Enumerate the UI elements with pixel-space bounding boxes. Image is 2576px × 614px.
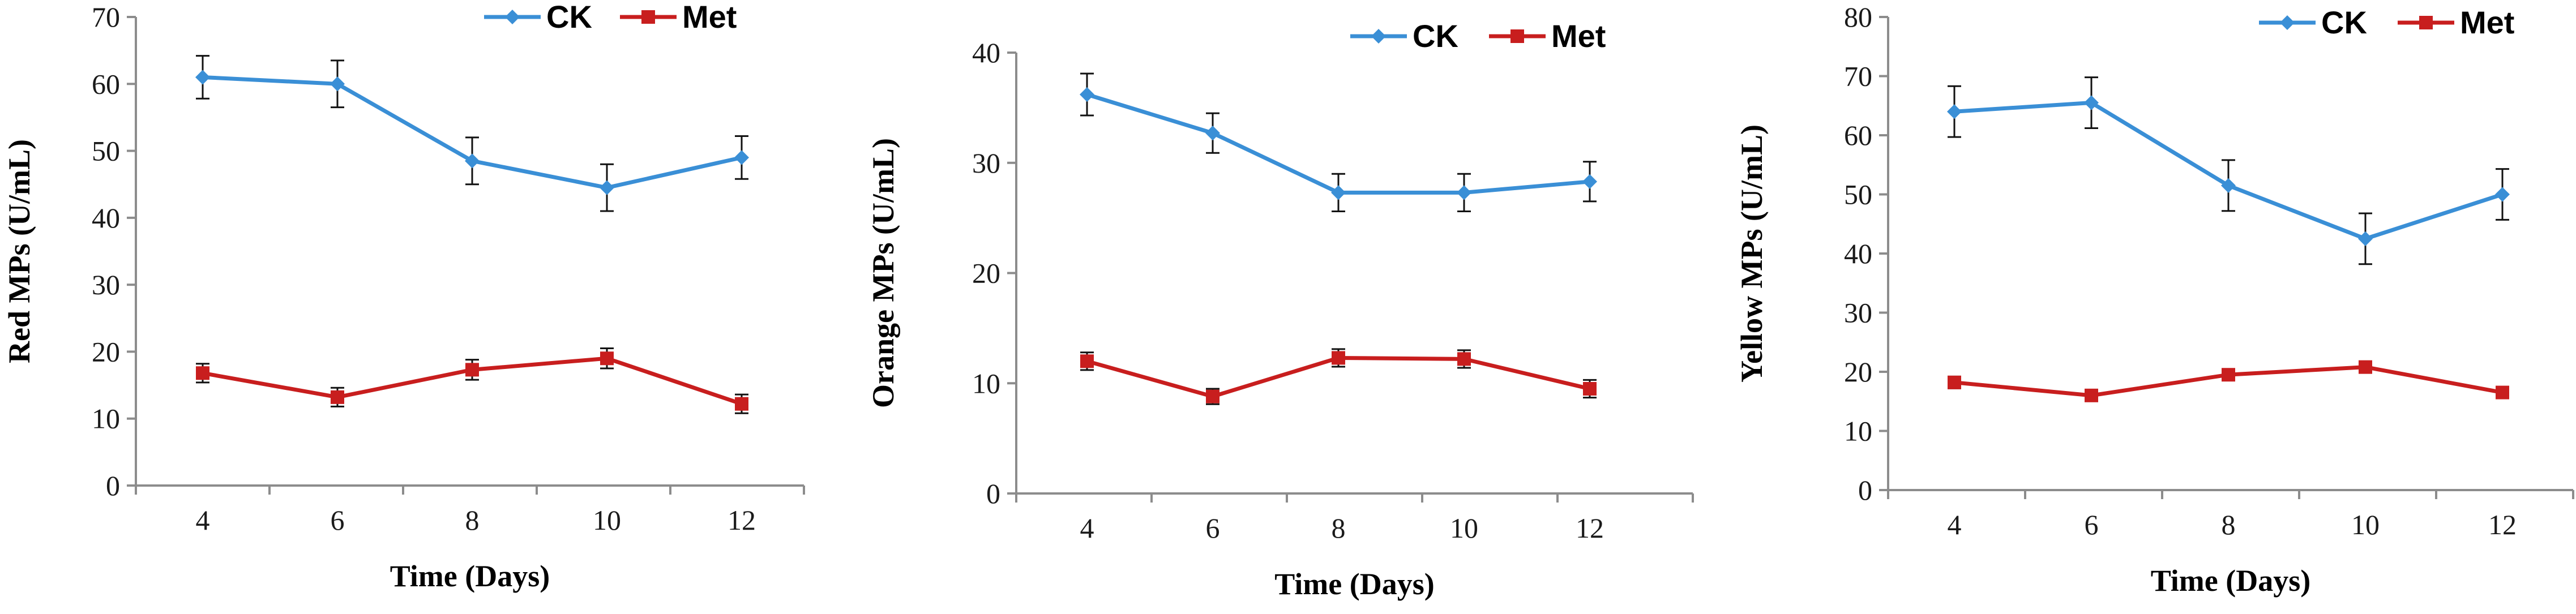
chart-panel-2: 0 10 20 30 40 4 6 8 10 12 Time (Days) Orange MPs (U… — [866, 18, 1694, 601]
legend-marker — [1510, 29, 1524, 43]
data-point-met — [2222, 368, 2235, 382]
y-tick-label: 50 — [92, 135, 120, 167]
y-tick-label: 0 — [986, 478, 1000, 509]
data-point-met — [1457, 352, 1471, 366]
x-axis-title: Time (Days) — [1274, 567, 1434, 601]
x-axis-title: Time (Days) — [390, 559, 550, 593]
data-point-met — [465, 363, 479, 377]
data-point-ck — [1080, 87, 1094, 102]
data-point-ck — [734, 150, 749, 165]
data-point-ck — [2084, 95, 2099, 110]
data-point-ck — [600, 180, 614, 195]
data-point-met — [331, 390, 344, 404]
data-point-met — [1080, 354, 1094, 368]
x-axis-title: Time (Days) — [2151, 564, 2310, 598]
y-axis-title: Red MPs (U/mL) — [2, 139, 36, 363]
legend-item-met: Met — [1489, 18, 1606, 54]
y-tick-label: 40 — [92, 202, 120, 234]
y-tick-label: 10 — [1844, 415, 1872, 447]
legend-label: CK — [2321, 5, 2367, 40]
data-point-ck — [1457, 185, 1471, 200]
y-tick-label: 40 — [1844, 238, 1872, 269]
x-tick-label: 12 — [728, 504, 756, 536]
legend-item-ck: CK — [1350, 18, 1458, 54]
legend-marker — [2280, 15, 2295, 30]
y-tick-label: 30 — [1844, 297, 1872, 329]
x-tick-label: 6 — [2085, 509, 2099, 540]
x-tick-label: 6 — [1206, 512, 1220, 544]
x-tick-label: 4 — [1080, 512, 1094, 544]
x-tick-label: 10 — [2351, 509, 2380, 540]
data-point-ck — [2358, 231, 2373, 246]
x-tick-label: 8 — [2222, 509, 2236, 540]
legend-label: CK — [546, 0, 592, 35]
data-point-met — [2359, 360, 2372, 374]
data-point-met — [2085, 388, 2098, 402]
y-tick-label: 10 — [972, 367, 1000, 399]
chart-panel-1: 0 10 20 30 40 50 60 70 4 6 8 10 12 Time (Days) Red MPs… — [2, 0, 805, 593]
data-point-ck — [2221, 178, 2236, 193]
legend-marker — [2419, 16, 2433, 29]
legend-item-met: Met — [2398, 5, 2514, 40]
y-tick-label: 70 — [92, 1, 120, 33]
legend-label: Met — [2460, 5, 2514, 40]
y-tick-label: 30 — [972, 147, 1000, 179]
data-point-ck — [1331, 185, 1346, 200]
data-point-met — [196, 366, 209, 380]
y-tick-label: 10 — [92, 403, 120, 435]
data-point-ck — [2495, 187, 2510, 202]
y-axis-title: Orange MPs (U/mL) — [866, 138, 900, 408]
data-point-ck — [465, 153, 480, 169]
legend-label: Met — [682, 0, 737, 35]
x-tick-label: 4 — [1948, 509, 1962, 540]
data-point-ck — [1947, 104, 1962, 119]
y-axis-title: Yellow MPs (U/mL) — [1735, 124, 1769, 383]
y-tick-label: 0 — [106, 470, 120, 501]
legend-label: Met — [1551, 18, 1606, 54]
legend-item-met: Met — [620, 0, 737, 35]
data-point-met — [1948, 375, 1961, 389]
data-point-ck — [1582, 174, 1597, 189]
data-point-ck — [1205, 126, 1220, 141]
legend-marker — [641, 10, 655, 24]
data-point-met — [600, 351, 614, 366]
y-tick-label: 60 — [1844, 119, 1872, 151]
x-tick-label: 6 — [331, 504, 345, 536]
data-point-ck — [330, 76, 345, 92]
y-tick-label: 20 — [92, 336, 120, 367]
data-point-ck — [195, 70, 210, 85]
legend-item-ck: CK — [2259, 5, 2367, 40]
data-point-met — [1206, 389, 1219, 403]
legend-marker — [1371, 29, 1386, 44]
y-tick-label: 50 — [1844, 179, 1872, 211]
x-tick-label: 12 — [1576, 512, 1604, 544]
y-tick-label: 30 — [92, 269, 120, 300]
x-tick-label: 12 — [2488, 509, 2517, 540]
y-tick-label: 70 — [1844, 61, 1872, 92]
data-point-met — [1332, 351, 1345, 365]
y-tick-label: 60 — [92, 68, 120, 100]
y-tick-label: 20 — [1844, 356, 1872, 388]
x-tick-label: 10 — [593, 504, 621, 536]
x-tick-label: 10 — [1450, 512, 1478, 544]
legend-item-ck: CK — [484, 0, 592, 35]
chart-panel-3: 0 10 20 30 40 50 60 70 80 4 6 8 10 12 Time (Days) Yello… — [1735, 1, 2574, 598]
data-point-met — [735, 397, 748, 411]
y-tick-label: 0 — [1858, 474, 1872, 506]
x-tick-label: 8 — [465, 504, 480, 536]
data-point-met — [1583, 381, 1597, 396]
data-point-met — [2496, 385, 2509, 400]
y-tick-label: 40 — [972, 37, 1000, 68]
legend-label: CK — [1413, 18, 1458, 54]
legend-marker — [505, 10, 520, 24]
x-tick-label: 4 — [196, 504, 210, 536]
y-tick-label: 80 — [1844, 1, 1872, 33]
x-tick-label: 8 — [1332, 512, 1346, 544]
y-tick-label: 20 — [972, 257, 1000, 289]
